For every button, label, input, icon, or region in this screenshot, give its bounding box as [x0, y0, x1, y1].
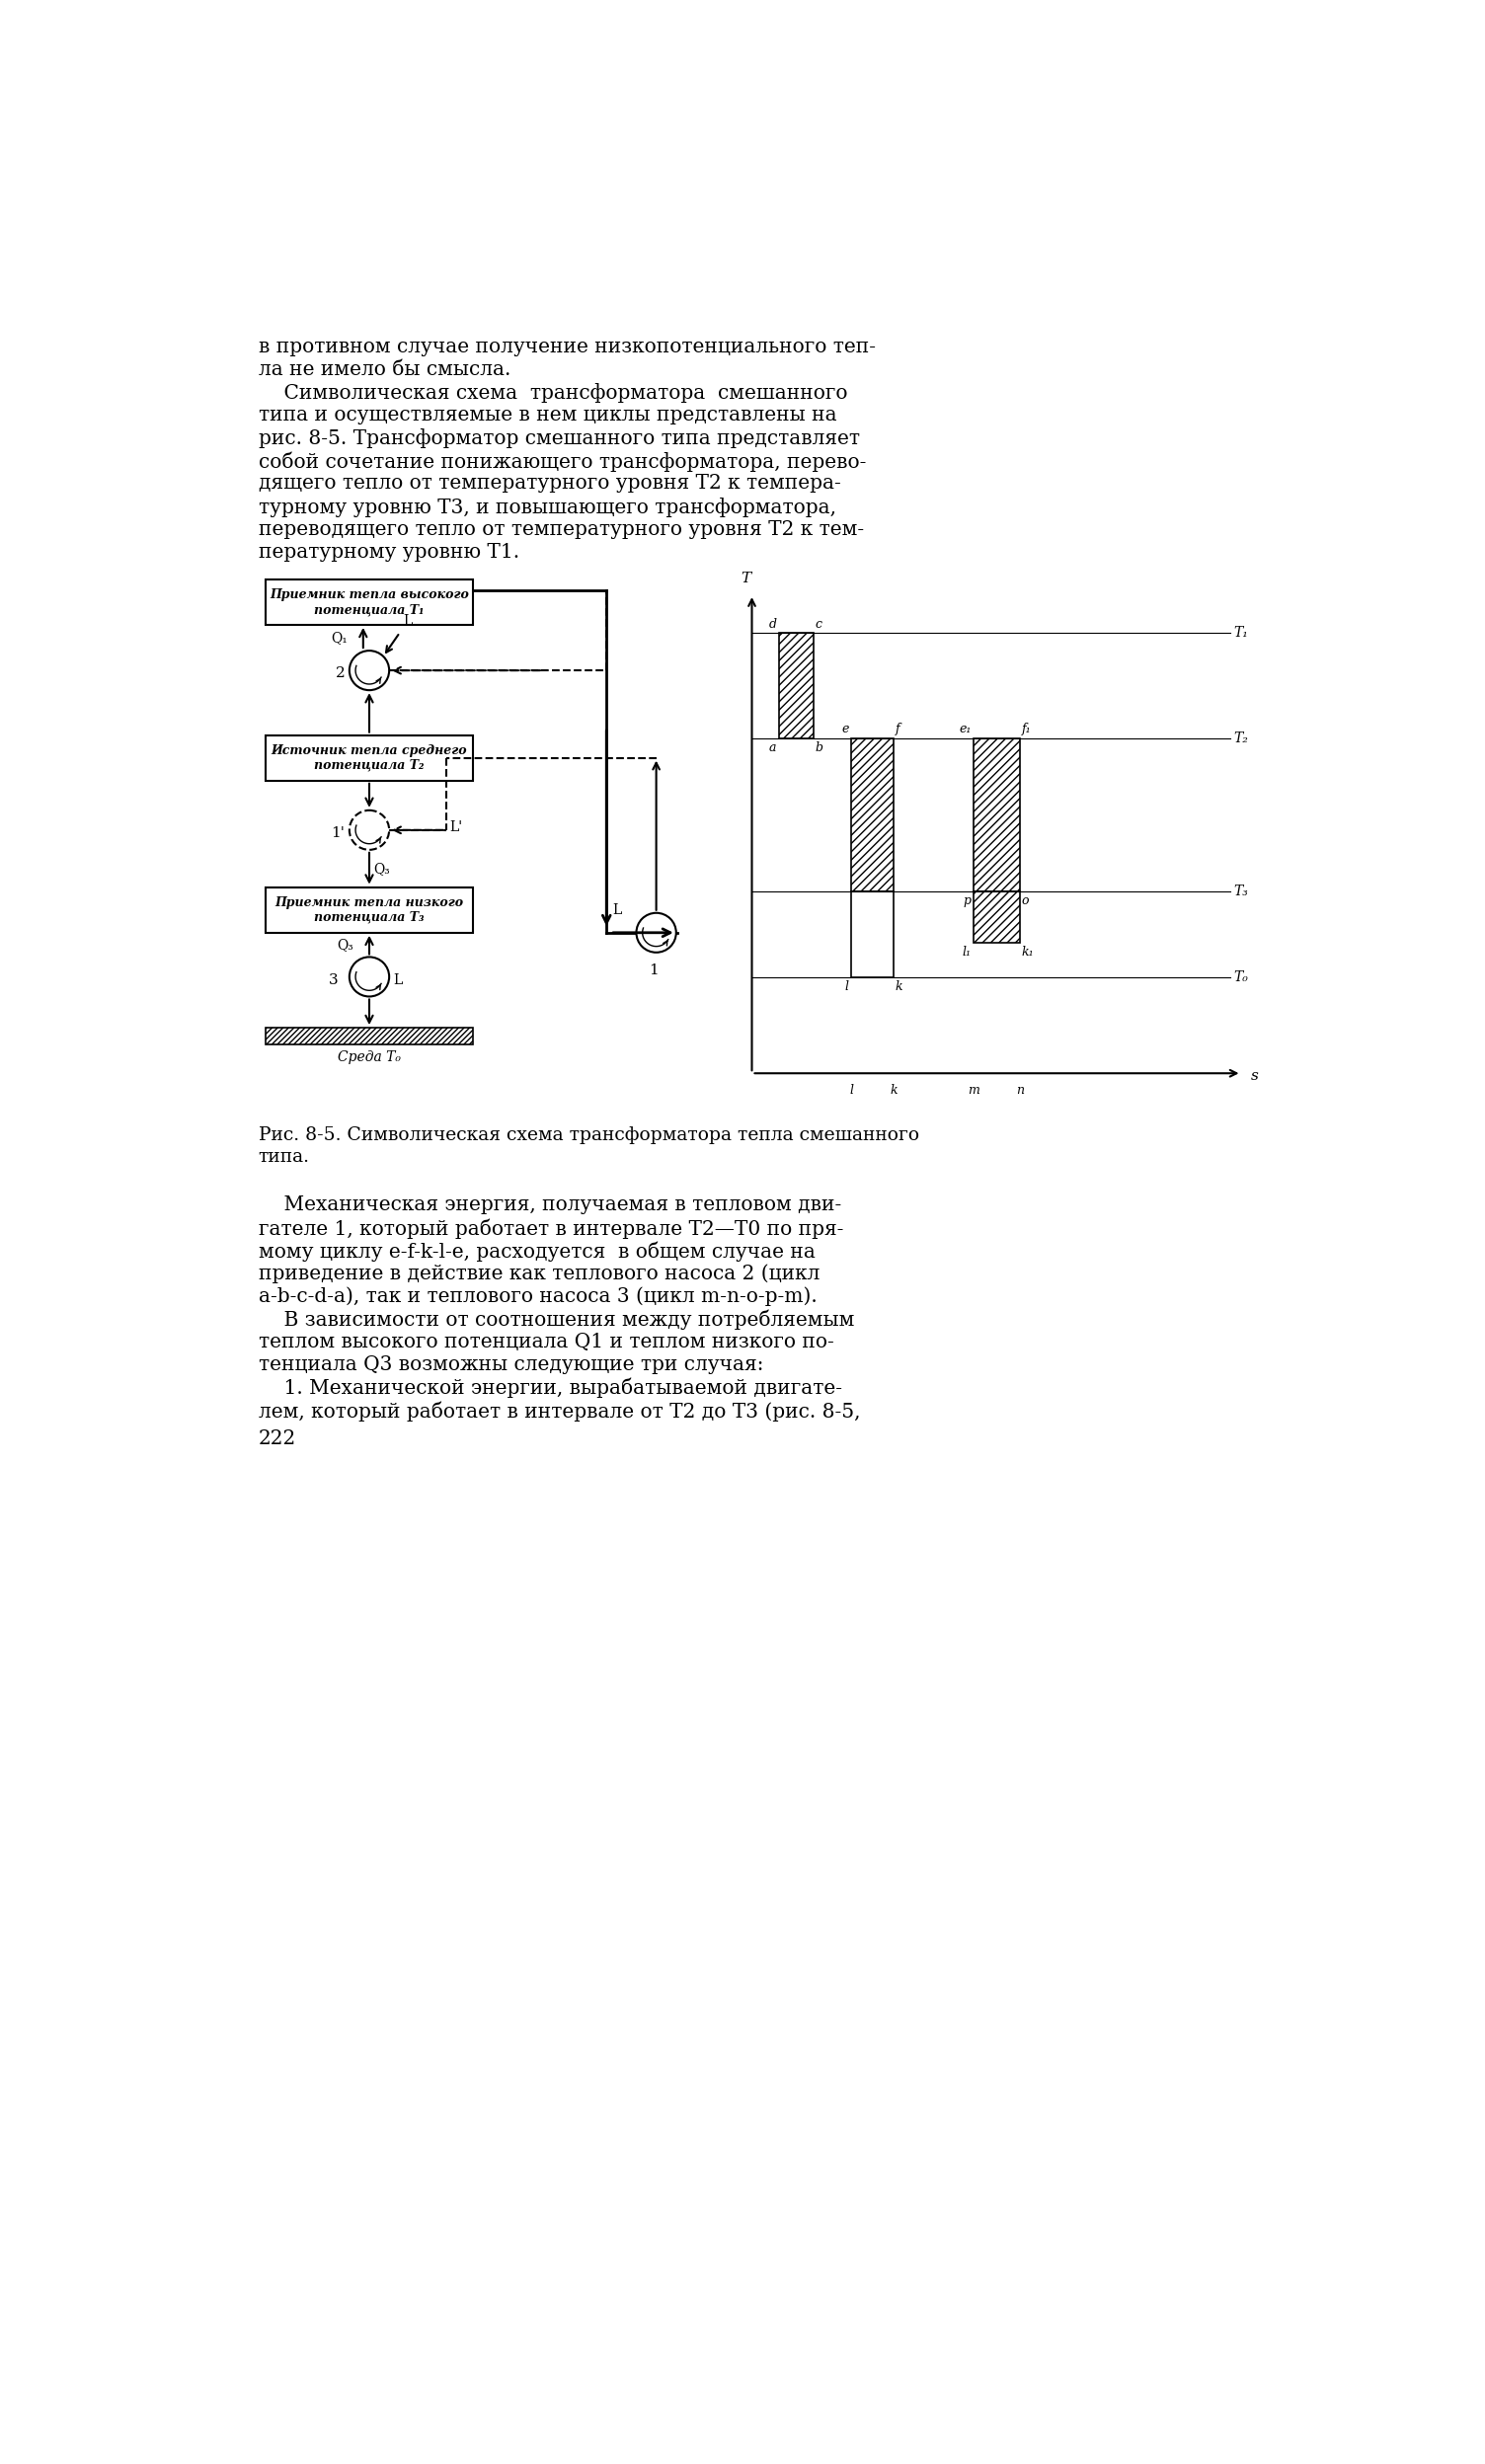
Text: d: d [768, 618, 777, 631]
Text: типа.: типа. [258, 1148, 310, 1165]
Text: a-b-c-d-a), так и теплового насоса 3 (цикл m-n-o-p-m).: a-b-c-d-a), так и теплового насоса 3 (ци… [258, 1286, 817, 1306]
Text: l₁: l₁ [962, 946, 971, 958]
Bar [851, 739, 894, 892]
Circle shape [349, 811, 389, 850]
Text: e: e [842, 722, 849, 737]
Text: турному уровню T3, и повышающего трансформатора,: турному уровню T3, и повышающего трансфо… [258, 498, 836, 517]
Bar [974, 739, 1020, 892]
Text: потенциала T₁: потенциала T₁ [315, 604, 425, 616]
Text: s: s [1250, 1069, 1259, 1084]
Text: Приемник тепла низкого: Приемник тепла низкого [275, 897, 463, 909]
Text: ла не имело бы смысла.: ла не имело бы смысла. [258, 360, 511, 379]
Bar [266, 887, 472, 934]
Text: теплом высокого потенциала Q1 и теплом низкого по-: теплом высокого потенциала Q1 и теплом н… [258, 1333, 833, 1350]
Text: m: m [968, 1084, 980, 1096]
Text: переводящего тепло от температурного уровня T2 к тем-: переводящего тепло от температурного уро… [258, 520, 864, 540]
Bar [266, 1027, 472, 1045]
Text: мому циклу e-f-k-l-e, расходуется  в общем случае на: мому циклу e-f-k-l-e, расходуется в обще… [258, 1242, 815, 1262]
Text: Рис. 8-5. Символическая схема трансформатора тепла смешанного: Рис. 8-5. Символическая схема трансформа… [258, 1126, 919, 1143]
Text: L: L [402, 614, 411, 628]
Text: В зависимости от соотношения между потребляемым: В зависимости от соотношения между потре… [258, 1311, 854, 1331]
Text: дящего тепло от температурного уровня T2 к темпера-: дящего тепло от температурного уровня T2… [258, 473, 841, 493]
Text: 222: 222 [258, 1429, 296, 1449]
Text: k: k [895, 981, 903, 993]
Text: e₁: e₁ [959, 722, 971, 737]
Text: T₂: T₂ [1234, 732, 1249, 744]
Text: тенциала Q3 возможны следующие три случая:: тенциала Q3 возможны следующие три случа… [258, 1355, 763, 1375]
Bar [974, 892, 1020, 944]
Text: k: k [890, 1084, 897, 1096]
Text: L: L [394, 973, 402, 988]
Text: l: l [849, 1084, 854, 1096]
Text: собой сочетание понижающего трансформатора, перево-: собой сочетание понижающего трансформато… [258, 451, 866, 471]
Circle shape [349, 956, 389, 995]
Circle shape [349, 650, 389, 690]
Bar [778, 633, 814, 739]
Text: потенциала T₃: потенциала T₃ [315, 912, 425, 924]
Text: T₃: T₃ [1234, 885, 1249, 899]
Text: l: l [845, 981, 849, 993]
Text: L: L [613, 904, 622, 917]
Text: Среда T₀: Среда T₀ [337, 1050, 401, 1064]
Text: T₀: T₀ [1234, 971, 1249, 986]
Circle shape [637, 912, 676, 954]
Text: Символическая схема  трансформатора  смешанного: Символическая схема трансформатора смеша… [258, 382, 848, 402]
Text: f: f [895, 722, 900, 737]
Text: 1: 1 [649, 963, 658, 976]
Text: c: c [815, 618, 821, 631]
Text: Приемник тепла высокого: Приемник тепла высокого [270, 589, 469, 601]
Bar [851, 892, 894, 978]
Text: Механическая энергия, получаемая в тепловом дви-: Механическая энергия, получаемая в тепло… [258, 1195, 841, 1215]
Text: Q₃: Q₃ [374, 862, 391, 875]
Text: n: n [1016, 1084, 1023, 1096]
Text: Q₃: Q₃ [337, 939, 353, 951]
Text: k₁: k₁ [1022, 946, 1034, 958]
Text: L': L' [450, 821, 463, 833]
Text: потенциала T₂: потенциала T₂ [315, 759, 425, 771]
Text: типа и осуществляемые в нем циклы представлены на: типа и осуществляемые в нем циклы предст… [258, 407, 836, 424]
Text: a: a [769, 742, 777, 754]
Text: o: o [1022, 894, 1029, 907]
Bar [266, 579, 472, 626]
Text: рис. 8-5. Трансформатор смешанного типа представляет: рис. 8-5. Трансформатор смешанного типа … [258, 429, 860, 448]
Text: T₁: T₁ [1234, 626, 1249, 641]
Text: 3: 3 [330, 973, 339, 986]
Text: Q₁: Q₁ [331, 631, 347, 646]
Text: b: b [815, 742, 823, 754]
Text: p: p [964, 894, 971, 907]
Bar [266, 734, 472, 781]
Text: 1. Механической энергии, вырабатываемой двигате-: 1. Механической энергии, вырабатываемой … [258, 1377, 842, 1400]
Text: в противном случае получение низкопотенциального теп-: в противном случае получение низкопотенц… [258, 338, 876, 357]
Text: лем, который работает в интервале от T2 до T3 (рис. 8-5,: лем, который работает в интервале от T2 … [258, 1402, 860, 1422]
Text: Источник тепла среднего: Источник тепла среднего [272, 744, 468, 756]
Text: 1': 1' [331, 825, 345, 840]
Text: 2: 2 [336, 668, 345, 680]
Text: пературному уровню T1.: пературному уровню T1. [258, 542, 520, 562]
Text: f₁: f₁ [1022, 722, 1031, 737]
Text: приведение в действие как теплового насоса 2 (цикл: приведение в действие как теплового насо… [258, 1264, 820, 1284]
Text: гателе 1, который работает в интервале T2—T0 по пря-: гателе 1, который работает в интервале T… [258, 1220, 843, 1239]
Text: T: T [741, 572, 751, 586]
